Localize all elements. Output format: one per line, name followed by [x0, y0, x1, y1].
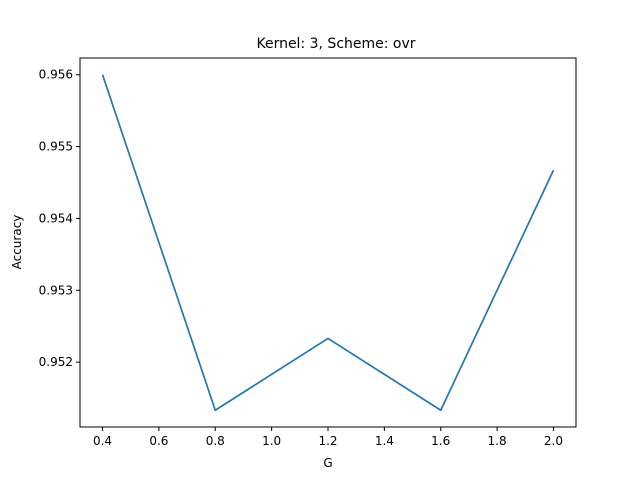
- y-axis-label: Accuracy: [10, 215, 24, 270]
- y-tick-label: 0.953: [39, 283, 73, 297]
- y-tick-label: 0.952: [39, 355, 73, 369]
- x-tick-label: 1.4: [375, 434, 394, 448]
- x-axis-label: G: [323, 456, 332, 470]
- x-axis-ticks: 0.4 0.6 0.8 1.0 1.2 1.4 1.6 1.8 2.0: [93, 427, 563, 448]
- x-tick-label: 1.2: [318, 434, 337, 448]
- x-tick-label: 0.6: [149, 434, 168, 448]
- chart-title: Kernel: 3, Scheme: ovr: [256, 36, 415, 52]
- y-tick-label: 0.954: [39, 211, 73, 225]
- y-axis-ticks: 0.952 0.953 0.954 0.955 0.956: [39, 68, 80, 369]
- y-tick-label: 0.955: [39, 140, 73, 154]
- x-tick-label: 1.6: [431, 434, 450, 448]
- x-tick-label: 2.0: [544, 434, 563, 448]
- x-tick-label: 0.4: [93, 434, 112, 448]
- series-line-1: [101, 74, 555, 412]
- x-tick-label: 0.8: [206, 434, 225, 448]
- x-tick-label: 1.0: [262, 434, 281, 448]
- y-tick-label: 0.956: [39, 68, 73, 82]
- x-tick-label: 1.8: [488, 434, 507, 448]
